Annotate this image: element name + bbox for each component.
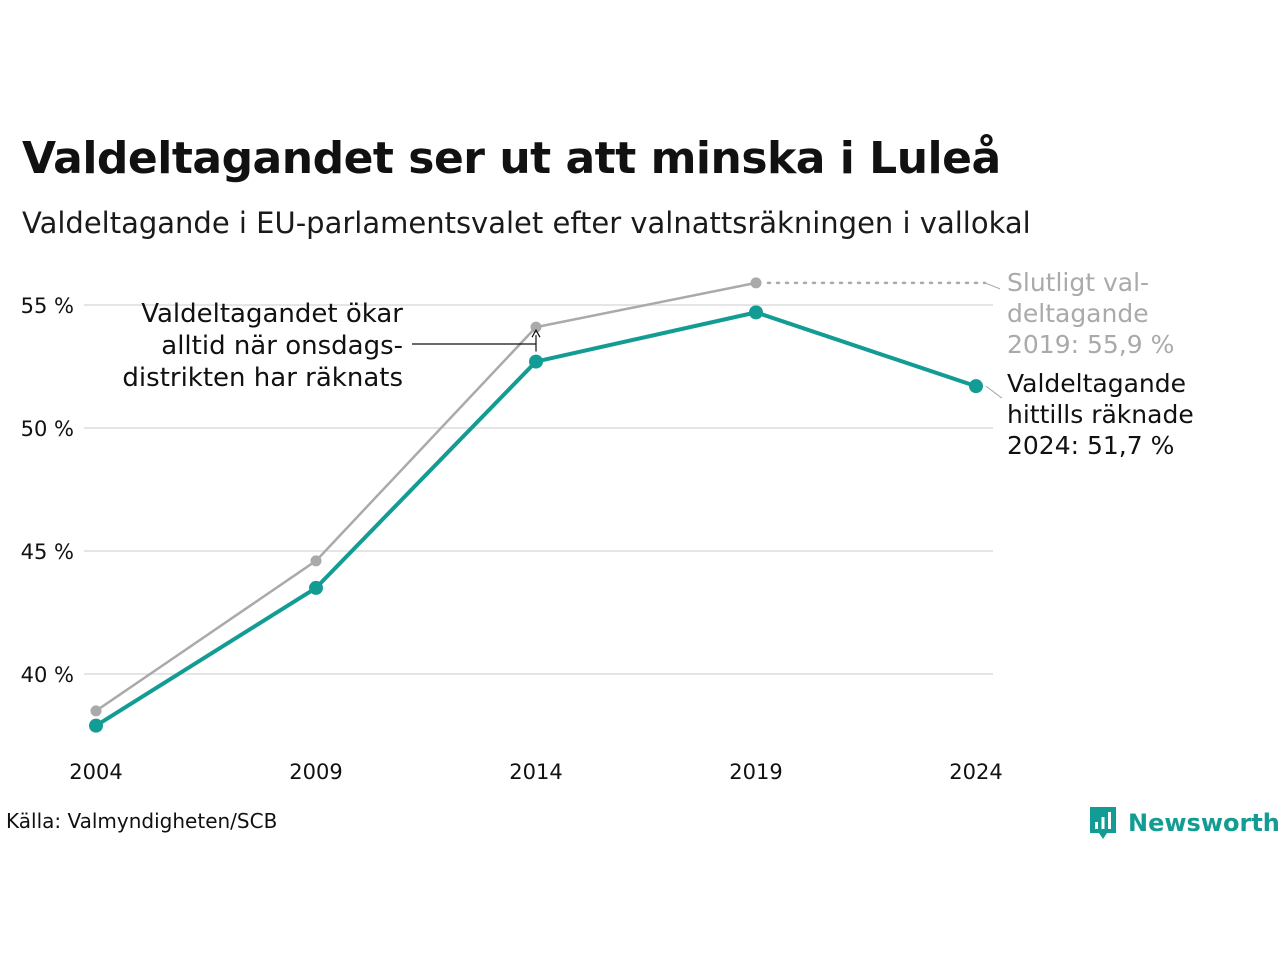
y-tick-label: 45 % xyxy=(21,540,74,564)
chart-title: Valdeltagandet ser ut att minska i Luleå xyxy=(22,133,1001,184)
x-tick-label: 2019 xyxy=(729,760,782,784)
election-night-turnout-point xyxy=(969,379,983,394)
final-label-connector xyxy=(984,282,1001,290)
final-turnout-line xyxy=(94,281,758,713)
election-night-turnout-point xyxy=(749,305,763,320)
x-tick-label: 2004 xyxy=(69,760,122,784)
onsdag-arrowhead xyxy=(531,328,541,338)
x-tick-label: 2014 xyxy=(509,760,562,784)
final-turnout-point xyxy=(310,555,322,567)
election-night-turnout-point xyxy=(89,718,103,733)
final-turnout-point xyxy=(530,321,542,333)
y-tick-label: 55 % xyxy=(21,294,74,318)
y-tick-label: 40 % xyxy=(21,663,74,687)
election-night-turnout-point xyxy=(309,580,323,595)
newsworthy-logo-icon xyxy=(1090,807,1116,839)
election-night-turnout-point xyxy=(529,354,543,369)
current-turnout-label: Valdeltagande xyxy=(1007,369,1186,398)
onsdag-annotation-text: distrikten har räknats xyxy=(122,363,403,393)
final-turnout-label: Slutligt val- xyxy=(1007,268,1149,297)
chart-subtitle: Valdeltagande i EU-parlamentsvalet efter… xyxy=(22,206,1031,240)
current-label-connector xyxy=(985,385,1003,399)
final-turnout-point xyxy=(750,277,762,289)
final-turnout-label: 2019: 55,9 % xyxy=(1007,330,1174,359)
final-turnout-point xyxy=(90,705,102,717)
brand-logo[interactable]: Newsworthy xyxy=(1088,803,1280,843)
brand-name: Newsworthy xyxy=(1128,809,1280,837)
x-tick-label: 2009 xyxy=(289,760,342,784)
onsdag-annotation-text: alltid när onsdags- xyxy=(161,331,403,361)
final-turnout-label: deltagande xyxy=(1007,299,1149,328)
x-tick-label: 2024 xyxy=(949,760,1002,784)
source-note: Källa: Valmyndigheten/SCB xyxy=(6,809,278,833)
current-turnout-label: hittills räknade xyxy=(1007,400,1194,429)
y-tick-label: 50 % xyxy=(21,417,74,441)
current-turnout-label: 2024: 51,7 % xyxy=(1007,431,1174,460)
onsdag-annotation-text: Valdeltagandet ökar xyxy=(141,299,403,329)
